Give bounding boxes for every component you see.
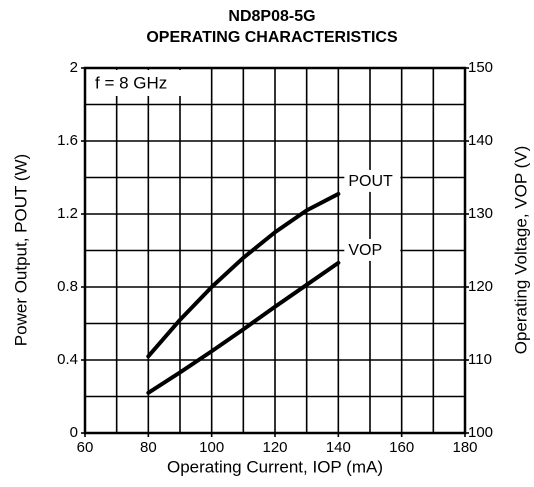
y2-tick-label: 110 xyxy=(468,351,492,368)
y2-tick-label: 130 xyxy=(468,205,493,222)
x-axis-label: Operating Current, IOP (mA) xyxy=(167,457,383,476)
line xyxy=(146,191,341,359)
y-tick-label: 2 xyxy=(70,59,78,76)
y-axis-label: Power Output, POUT (W) xyxy=(11,154,30,346)
x-tick-label: 180 xyxy=(452,439,477,456)
y-tick-label: 0 xyxy=(70,424,78,441)
y-tick-label: 0.4 xyxy=(57,351,78,368)
annotation: f = 8 GHz xyxy=(95,73,167,92)
legend-bg xyxy=(344,238,401,261)
chart-subtitle: OPERATING CHARACTERISTICS xyxy=(146,29,398,46)
legend-label: POUT xyxy=(348,173,393,190)
y2-axis-label: Operating Voltage, VOP (V) xyxy=(511,146,530,355)
x-tick-label: 100 xyxy=(199,439,224,456)
y2-tick-label: 100 xyxy=(468,424,493,441)
x-tick-label: 160 xyxy=(389,439,414,456)
line xyxy=(146,260,341,395)
y-tick-label: 0.8 xyxy=(57,278,78,295)
y2-tick-label: 120 xyxy=(468,278,493,295)
legend-label: VOP xyxy=(348,242,382,259)
y2-tick-label: 140 xyxy=(468,132,493,149)
y-tick-label: 1.2 xyxy=(57,205,78,222)
y2-tick-label: 150 xyxy=(468,59,493,76)
legend-bg xyxy=(344,169,401,192)
y-tick-label: 1.6 xyxy=(57,132,78,149)
annotation-box xyxy=(87,70,205,96)
x-tick-label: 120 xyxy=(262,439,287,456)
x-tick-label: 140 xyxy=(326,439,351,456)
x-tick-label: 60 xyxy=(77,439,94,456)
x-tick-label: 80 xyxy=(140,439,157,456)
chart-title: ND8P08-5G xyxy=(228,8,315,25)
